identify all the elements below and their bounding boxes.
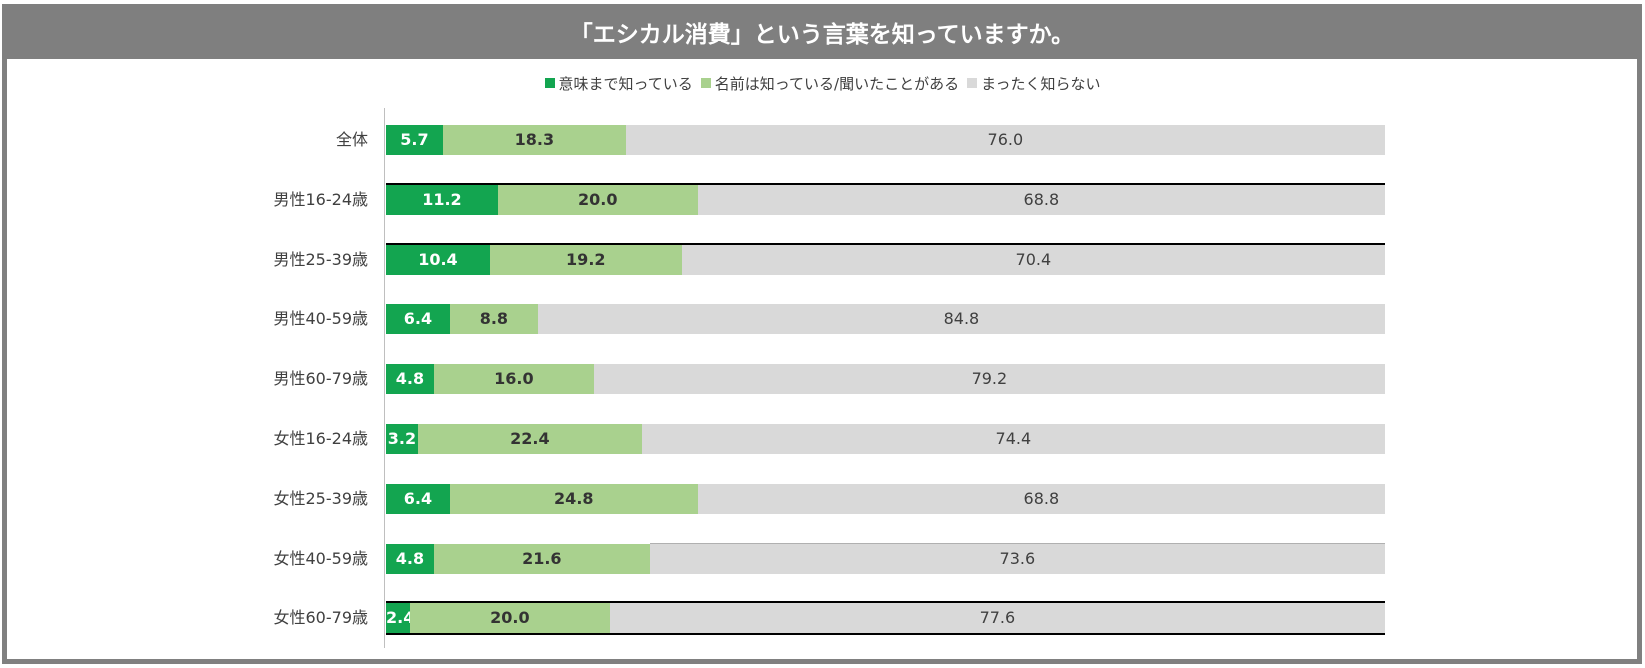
legend: 意味まで知っている 名前は知っている/聞いたことがある まったく知らない [0,72,1645,94]
legend-label: 名前は知っている/聞いたことがある [714,74,960,93]
bar-segment [681,245,1385,275]
bar-segment [697,185,1385,215]
data-label: 76.0 [987,130,1024,149]
row-rule [386,633,1385,635]
data-label: 16.0 [494,369,534,388]
data-label: 4.8 [395,369,425,388]
category-label: 女性25-39歳 [273,489,369,508]
legend-item-not-know: まったく知らない [967,73,1100,94]
category-label: 女性60-79歳 [273,608,369,627]
data-label: 73.6 [999,549,1036,568]
data-label: 70.4 [1015,250,1052,269]
data-label: 18.3 [514,130,555,149]
bar-segment [386,304,450,334]
bar-segment [593,364,1385,394]
bar-segment [649,544,1385,574]
bar-segment [442,125,626,155]
bar-segment [386,185,498,215]
bar-segment [625,125,1385,155]
legend-item-knows-name: 名前は知っている/聞いたことがある [700,73,960,94]
legend-label: 意味まで知っている [558,74,693,93]
chart-title: 「エシカル消費」という言葉を知っていますか。 [569,21,1075,48]
y-axis-line [384,108,385,648]
row-rule [649,543,1385,544]
data-label: 2.4 [386,608,415,627]
bar-segment [497,185,698,215]
bar-segment [489,245,682,275]
data-label: 84.8 [943,309,980,328]
bar-segment [433,544,650,574]
row-rule [386,601,1385,603]
bar-segment [386,245,490,275]
row-rule [386,183,1385,185]
bar-segment [386,424,418,454]
bar-segment [386,544,434,574]
data-label: 6.4 [403,489,433,508]
bar-segment [449,304,538,334]
legend-swatch-dark-green [544,78,555,88]
row-rule [386,243,1385,245]
data-label: 3.2 [387,429,417,448]
data-label: 77.6 [979,608,1016,627]
bar-segment [386,603,410,633]
category-label: 男性16-24歳 [273,190,369,209]
bar-segment [386,125,443,155]
data-label: 74.4 [995,429,1032,448]
data-label: 19.2 [566,250,606,269]
bar-segment [609,603,1385,633]
bar-segment [537,304,1385,334]
category-label: 女性16-24歳 [273,429,369,448]
bar-segment [641,424,1385,454]
data-label: 24.8 [554,489,594,508]
data-label: 5.7 [400,130,429,149]
bar-segment [409,603,610,633]
bar-segment [697,484,1385,514]
bar-segment [433,364,594,394]
bar-segment [449,484,698,514]
data-label: 8.8 [479,309,509,328]
data-label: 20.0 [578,190,618,209]
category-label: 女性40-59歳 [273,549,369,568]
bar-segment [417,424,642,454]
legend-swatch-grey [967,78,978,88]
bar-segment [386,484,450,514]
legend-item-knows-meaning: 意味まで知っている [544,73,693,94]
data-label: 4.8 [395,549,425,568]
category-label: 男性40-59歳 [273,309,369,328]
data-label: 68.8 [1023,489,1060,508]
data-label: 11.2 [422,190,462,209]
chart-header: 「エシカル消費」という言葉を知っていますか。 [2,4,1642,59]
data-label: 6.4 [403,309,433,328]
legend-swatch-light-green [700,78,711,88]
data-label: 21.6 [522,549,562,568]
data-label: 10.4 [418,250,458,269]
category-label: 男性25-39歳 [273,250,369,269]
bar-segment [386,364,434,394]
category-label: 男性60-79歳 [273,369,369,388]
data-label: 22.4 [510,429,550,448]
category-label: 全体 [335,130,368,149]
data-label: 79.2 [971,369,1008,388]
legend-label: まったく知らない [981,74,1101,93]
data-label: 20.0 [490,608,530,627]
data-label: 68.8 [1023,190,1060,209]
